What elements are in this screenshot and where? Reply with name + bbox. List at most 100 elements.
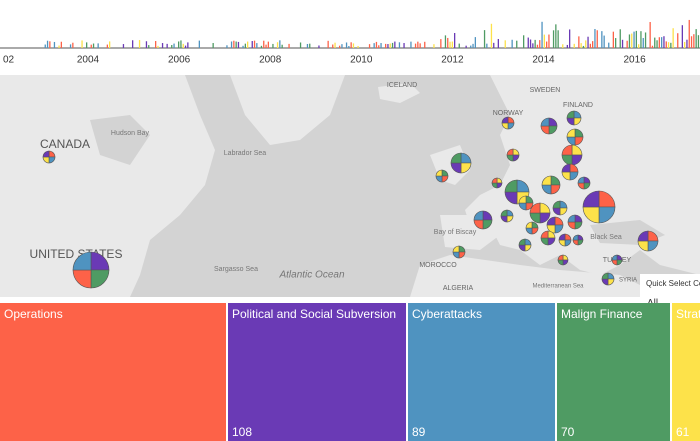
year-label: 2014 — [532, 55, 555, 66]
timeline-bar — [171, 45, 173, 48]
timeline-bar — [306, 43, 309, 48]
timeline-bar — [486, 43, 488, 48]
pie-marker — [506, 148, 520, 162]
tile-name: Cyberattacks — [412, 307, 483, 321]
map-label: FINLAND — [563, 102, 593, 109]
tile-value: 61 — [676, 425, 690, 439]
timeline-bar — [198, 40, 200, 48]
year-label: 02 — [3, 55, 15, 66]
pie-slice — [72, 251, 92, 271]
timeline-bar — [106, 44, 108, 48]
pie-marker — [501, 116, 515, 130]
timeline-bar — [454, 32, 456, 48]
map-label: UNITED STATES — [30, 247, 123, 261]
pie-slice — [540, 230, 549, 239]
timeline-bar — [410, 41, 412, 48]
timeline-bar — [635, 30, 637, 48]
timeline-bar — [332, 44, 334, 48]
timeline-bar — [493, 42, 495, 48]
pie-marker — [72, 251, 110, 289]
timeline-bar — [391, 42, 394, 48]
timeline-bar — [504, 40, 506, 48]
timeline-bar — [109, 41, 111, 48]
timeline-bar — [580, 43, 582, 48]
treemap-tile[interactable]: Malign Finance 70 — [557, 303, 670, 441]
map-label: Black Sea — [590, 234, 622, 241]
pie-slice — [572, 234, 579, 241]
timeline-bar — [569, 29, 571, 48]
tile-name: Strat — [676, 307, 700, 321]
timeline-bar — [387, 44, 389, 48]
pie-slice — [450, 152, 462, 164]
pie-slice — [607, 272, 615, 280]
timeline-bar — [81, 40, 83, 48]
timeline-bar — [543, 34, 545, 48]
timeline-bar — [394, 41, 396, 48]
timeline-bar — [380, 43, 382, 48]
timeline-bar — [444, 35, 447, 48]
pie-marker — [491, 177, 503, 189]
timeline-bar — [603, 35, 605, 48]
timeline-bar — [578, 36, 580, 48]
timeline-bar — [693, 34, 695, 48]
timeline-bar — [341, 44, 343, 48]
timeline-bar — [612, 31, 614, 48]
pie-marker — [540, 117, 558, 135]
pie-slice — [504, 179, 518, 193]
timeline-bar — [529, 39, 532, 48]
treemap-tile[interactable]: Strat 61 — [672, 303, 700, 441]
pie-slice — [577, 176, 585, 184]
pie-marker — [541, 175, 561, 195]
timeline-bar — [378, 45, 380, 48]
timeline-bar — [534, 39, 536, 48]
timeline-bar — [97, 43, 99, 48]
timeline-bar — [155, 41, 157, 48]
map-label: Mediterranean Sea — [532, 284, 584, 290]
pie-slice — [561, 144, 573, 156]
treemap-tile[interactable]: Cyberattacks 89 — [408, 303, 555, 441]
timeline-bar — [251, 41, 253, 48]
pie-slice — [506, 148, 514, 156]
pie-slice — [567, 214, 576, 223]
timeline-bar — [403, 43, 405, 48]
timeline-bar — [658, 37, 660, 48]
timeline-bar — [656, 40, 658, 48]
timeline-bar — [440, 39, 442, 48]
pie-slice — [473, 210, 484, 221]
pie-slice — [500, 209, 508, 217]
year-label: 2012 — [441, 55, 464, 66]
timeline-bar — [490, 23, 493, 48]
tile-value: 108 — [232, 425, 253, 439]
timeline-bar — [373, 43, 375, 48]
pie-marker — [473, 210, 493, 230]
pie-marker — [566, 110, 582, 126]
timeline-bar — [511, 39, 513, 48]
pie-marker — [577, 176, 591, 190]
timeline-bar — [677, 33, 679, 48]
north-america — [0, 75, 215, 297]
pie-slice — [42, 150, 50, 158]
pie-slice — [546, 216, 556, 226]
timeline-bar — [58, 45, 60, 48]
treemap-tile[interactable]: Operations — [0, 303, 226, 441]
timeline-bar — [345, 42, 348, 48]
timeline-bar — [288, 43, 290, 48]
timeline-bar — [148, 45, 150, 48]
treemap-tile[interactable]: Political and Social Subversion 108 — [228, 303, 406, 441]
timeline-bar — [46, 40, 49, 48]
timeline-bar — [592, 41, 594, 48]
timeline-bar — [663, 36, 665, 48]
pie-marker — [558, 233, 572, 247]
timeline-bar — [472, 43, 474, 48]
timeline-bar — [688, 19, 690, 48]
timeline-bar — [557, 30, 559, 48]
timeline-bar — [265, 44, 267, 48]
pie-slice — [566, 128, 576, 138]
pie-marker — [557, 254, 569, 266]
timeline-bar — [339, 45, 341, 48]
timeline-bar — [350, 42, 352, 48]
timeline-bar — [276, 42, 279, 48]
timeline-bar — [483, 30, 486, 48]
pie-slice — [460, 162, 472, 174]
